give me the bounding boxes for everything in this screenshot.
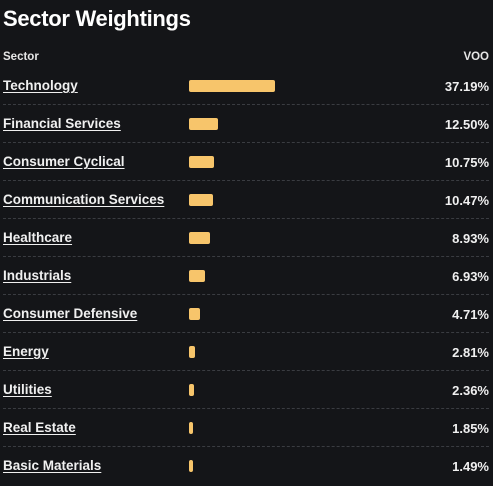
- weight-value: 12.50%: [444, 117, 489, 132]
- sector-link-industrials[interactable]: Industrials: [3, 268, 72, 283]
- bar-track: [189, 384, 419, 396]
- weight-bar: [189, 232, 210, 244]
- sector-row: Communication Services 10.47%: [3, 181, 489, 219]
- bar-track: [189, 232, 419, 244]
- bar-track: [189, 156, 419, 168]
- weight-bar: [189, 118, 218, 130]
- weight-bar: [189, 346, 196, 358]
- weight-bar: [189, 194, 214, 206]
- bar-track: [189, 194, 419, 206]
- weight-value: 37.19%: [444, 79, 489, 94]
- sector-link-technology[interactable]: Technology: [3, 78, 78, 93]
- bar-track: [189, 460, 419, 472]
- sector-row: Consumer Cyclical 10.75%: [3, 143, 489, 181]
- sector-row: Energy 2.81%: [3, 333, 489, 371]
- weight-value: 6.93%: [452, 269, 489, 284]
- sector-row: Industrials 6.93%: [3, 257, 489, 295]
- fund-column-header: VOO: [463, 51, 489, 63]
- weight-bar: [189, 422, 194, 434]
- sector-row: Technology 37.19%: [3, 67, 489, 105]
- weight-value: 1.85%: [452, 421, 489, 436]
- weight-value: 1.49%: [452, 459, 489, 474]
- sector-row: Financial Services 12.50%: [3, 105, 489, 143]
- sector-link-basic-materials[interactable]: Basic Materials: [3, 458, 102, 473]
- weight-bar: [189, 80, 275, 92]
- sector-link-financial-services[interactable]: Financial Services: [3, 116, 121, 131]
- sector-link-consumer-cyclical[interactable]: Consumer Cyclical: [3, 154, 125, 169]
- weight-bar: [189, 156, 214, 168]
- sector-row: Real Estate 1.85%: [3, 409, 489, 447]
- bar-track: [189, 80, 419, 92]
- sector-row: Consumer Defensive 4.71%: [3, 295, 489, 333]
- bar-track: [189, 118, 419, 130]
- weight-value: 10.75%: [444, 155, 489, 170]
- weight-value: 4.71%: [452, 307, 489, 322]
- weight-value: 8.93%: [452, 231, 489, 246]
- bar-track: [189, 422, 419, 434]
- weight-bar: [189, 308, 200, 320]
- weight-bar: [189, 460, 193, 472]
- sector-link-consumer-defensive[interactable]: Consumer Defensive: [3, 306, 138, 321]
- sector-row: Healthcare 8.93%: [3, 219, 489, 257]
- sector-list: Technology 37.19% Financial Services 12.…: [3, 67, 489, 485]
- weight-value: 10.47%: [444, 193, 489, 208]
- sector-link-healthcare[interactable]: Healthcare: [3, 230, 73, 245]
- weight-value: 2.36%: [452, 383, 489, 398]
- sector-link-utilities[interactable]: Utilities: [3, 382, 52, 397]
- weight-bar: [189, 270, 205, 282]
- sector-row: Basic Materials 1.49%: [3, 447, 489, 485]
- weight-bar: [189, 384, 195, 396]
- sector-row: Utilities 2.36%: [3, 371, 489, 409]
- bar-track: [189, 346, 419, 358]
- bar-track: [189, 308, 419, 320]
- table-header: Sector VOO: [3, 51, 489, 67]
- bar-track: [189, 270, 419, 282]
- sector-column-header: Sector: [3, 51, 39, 63]
- section-title: Sector Weightings: [3, 6, 191, 31]
- sector-link-energy[interactable]: Energy: [3, 344, 49, 359]
- weight-value: 2.81%: [452, 345, 489, 360]
- sector-link-communication-services[interactable]: Communication Services: [3, 192, 165, 207]
- sector-link-real-estate[interactable]: Real Estate: [3, 420, 76, 435]
